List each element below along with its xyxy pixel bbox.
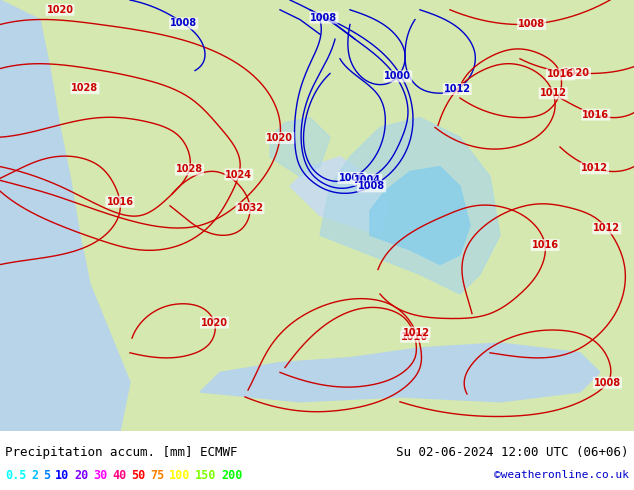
Text: 1012: 1012 — [581, 163, 608, 173]
Polygon shape — [370, 167, 470, 265]
Text: 1008: 1008 — [311, 13, 337, 23]
Text: 1004: 1004 — [354, 175, 381, 185]
Text: 1032: 1032 — [236, 203, 264, 213]
Text: 1008: 1008 — [518, 19, 545, 29]
Text: ©weatheronline.co.uk: ©weatheronline.co.uk — [494, 470, 629, 480]
Text: Su 02-06-2024 12:00 UTC (06+06): Su 02-06-2024 12:00 UTC (06+06) — [396, 446, 629, 459]
Text: 1008: 1008 — [358, 181, 385, 192]
Text: 30: 30 — [93, 469, 107, 482]
Text: 1020: 1020 — [46, 5, 74, 15]
Text: 1012: 1012 — [444, 84, 470, 94]
Text: 200: 200 — [221, 469, 242, 482]
Polygon shape — [320, 118, 500, 294]
Text: 1016: 1016 — [401, 332, 428, 342]
Text: 20: 20 — [74, 469, 88, 482]
Text: 1028: 1028 — [176, 165, 203, 174]
Text: 1020: 1020 — [266, 133, 294, 143]
Text: 1028: 1028 — [72, 83, 98, 93]
Text: 1016: 1016 — [547, 70, 574, 79]
Text: 1024: 1024 — [226, 170, 252, 179]
Polygon shape — [270, 118, 330, 176]
Text: 50: 50 — [131, 469, 145, 482]
Text: 1008: 1008 — [170, 19, 197, 28]
Text: 0.5: 0.5 — [5, 469, 27, 482]
Text: 40: 40 — [112, 469, 126, 482]
Text: 1012: 1012 — [593, 223, 621, 233]
Text: 1016: 1016 — [582, 110, 609, 120]
Text: Precipitation accum. [mm] ECMWF: Precipitation accum. [mm] ECMWF — [5, 446, 238, 459]
Text: 1008: 1008 — [594, 378, 621, 388]
Text: 1012: 1012 — [403, 327, 430, 338]
Text: 1020: 1020 — [201, 318, 228, 328]
Polygon shape — [200, 343, 600, 402]
Polygon shape — [0, 0, 130, 431]
Text: 5: 5 — [43, 469, 50, 482]
Polygon shape — [290, 157, 390, 235]
Text: 2: 2 — [31, 469, 38, 482]
Text: 1012: 1012 — [540, 88, 567, 98]
Text: 100: 100 — [169, 469, 190, 482]
Text: 10: 10 — [55, 469, 69, 482]
Text: 1020: 1020 — [563, 68, 590, 78]
Text: 1000: 1000 — [339, 173, 366, 183]
Text: 75: 75 — [150, 469, 164, 482]
Text: 150: 150 — [195, 469, 216, 482]
Text: 1016: 1016 — [107, 197, 134, 207]
Text: 1016: 1016 — [531, 240, 559, 250]
Text: 1000: 1000 — [384, 72, 411, 81]
